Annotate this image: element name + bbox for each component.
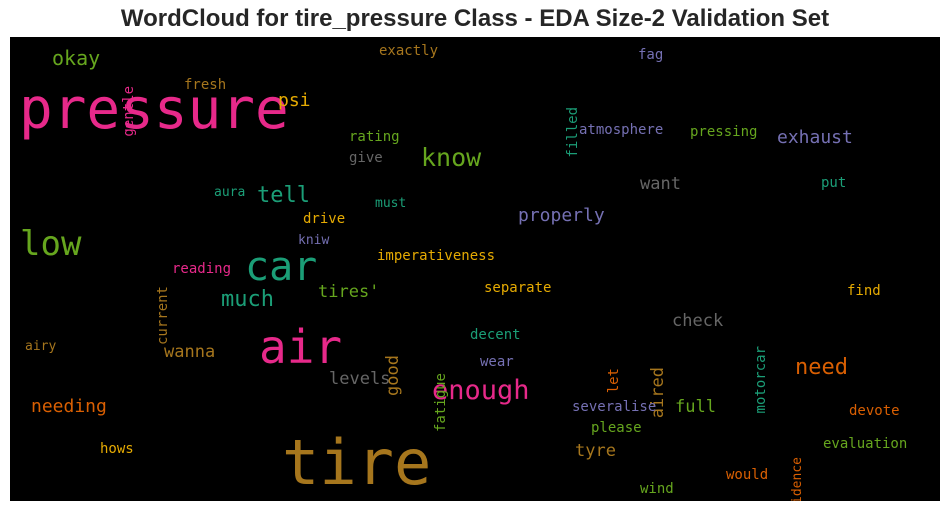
word-decent: decent — [470, 327, 521, 343]
word-gentle: gentle — [121, 86, 137, 137]
word-needing: needing — [31, 396, 107, 417]
word-car: car — [245, 244, 318, 290]
word-motorcar: motorcar — [753, 346, 769, 414]
word-aura: aura — [214, 185, 246, 200]
word-separate: separate — [484, 280, 552, 296]
word-drive: drive — [303, 211, 346, 227]
word-tires: tires' — [318, 282, 380, 302]
word-filled: filled — [565, 107, 581, 158]
word-atmosphere: atmosphere — [579, 122, 664, 138]
word-levels: levels — [329, 369, 391, 389]
word-know: know — [421, 143, 482, 172]
word-tire: tire — [282, 426, 432, 499]
word-put: put — [821, 175, 847, 191]
word-exactly: exactly — [379, 43, 439, 59]
word-wanna: wanna — [164, 342, 216, 362]
word-properly: properly — [518, 205, 605, 226]
word-pressure: pressure — [19, 77, 289, 142]
word-need: need — [795, 355, 848, 380]
word-rating: rating — [349, 129, 400, 145]
word-kniw: kniw — [298, 233, 330, 248]
word-imperativeness: imperativeness — [377, 248, 496, 264]
chart-title: WordCloud for tire_pressure Class - EDA … — [120, 5, 830, 32]
word-okay: okay — [52, 46, 101, 70]
word-check: check — [672, 311, 724, 331]
word-air: air — [259, 320, 343, 374]
word-fresh: fresh — [184, 77, 227, 93]
word-want: want — [640, 174, 681, 194]
word-give: give — [349, 150, 383, 166]
word-hows: hows — [100, 441, 134, 457]
word-full: full — [675, 397, 716, 417]
word-enough: enough — [432, 375, 530, 406]
word-pressing: pressing — [690, 124, 758, 140]
word-please: please — [591, 420, 642, 436]
word-cloud: tire pressure air car low enough know need much t… — [10, 37, 940, 501]
word-exhaust: exhaust — [777, 127, 853, 148]
word-much: much — [221, 287, 274, 312]
word-wear: wear — [480, 354, 514, 370]
word-devote: devote — [849, 403, 900, 419]
word-airy: airy — [25, 339, 57, 354]
word-tell: tell — [257, 183, 310, 208]
word-evidence: evidence — [790, 457, 805, 501]
word-let: let — [606, 368, 622, 394]
word-evaluation: evaluation — [823, 436, 908, 452]
word-low: low — [20, 224, 82, 264]
word-find: find — [847, 283, 881, 299]
word-would: would — [726, 467, 769, 483]
word-good: good — [383, 355, 403, 396]
word-wind: wind — [640, 481, 674, 497]
word-fatigue: fatigue — [433, 373, 449, 433]
word-must: must — [375, 196, 407, 211]
word-fag: fag — [638, 47, 664, 63]
word-reading: reading — [172, 261, 232, 277]
word-severalise: severalise — [572, 399, 657, 415]
word-psi: psi — [278, 90, 311, 111]
word-tyre: tyre — [575, 441, 616, 461]
word-current: current — [155, 286, 171, 346]
